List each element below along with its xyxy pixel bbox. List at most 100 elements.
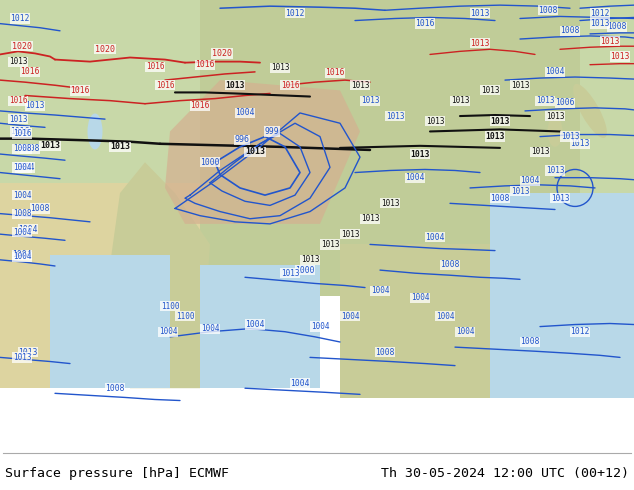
Text: 1013: 1013 bbox=[351, 81, 369, 90]
Text: 1008: 1008 bbox=[13, 209, 31, 218]
Text: 1008: 1008 bbox=[560, 26, 579, 35]
Text: 1013: 1013 bbox=[271, 63, 289, 73]
Text: 1013: 1013 bbox=[381, 199, 399, 208]
Text: Th 30-05-2024 12:00 UTC (00+12): Th 30-05-2024 12:00 UTC (00+12) bbox=[381, 466, 629, 480]
Text: 1008: 1008 bbox=[521, 338, 540, 346]
Text: 999: 999 bbox=[264, 127, 280, 136]
Text: 1013: 1013 bbox=[340, 230, 359, 239]
Text: 1008: 1008 bbox=[490, 194, 510, 203]
Text: 1004: 1004 bbox=[245, 320, 265, 329]
Text: 1013: 1013 bbox=[536, 96, 554, 105]
Text: 1000: 1000 bbox=[295, 266, 314, 274]
Text: 1004: 1004 bbox=[340, 312, 359, 321]
Text: 1004: 1004 bbox=[545, 68, 565, 76]
Text: 1013: 1013 bbox=[25, 101, 45, 110]
Text: 1004: 1004 bbox=[425, 233, 444, 242]
FancyBboxPatch shape bbox=[340, 245, 500, 398]
Text: 1013: 1013 bbox=[485, 132, 505, 141]
Text: 1013: 1013 bbox=[361, 96, 379, 105]
Text: 1008: 1008 bbox=[375, 348, 395, 357]
Text: 1006: 1006 bbox=[555, 98, 575, 107]
Text: 1008: 1008 bbox=[30, 204, 49, 213]
Text: 1004: 1004 bbox=[456, 327, 474, 336]
Text: 1016: 1016 bbox=[146, 62, 164, 71]
Text: 1016: 1016 bbox=[195, 60, 215, 69]
Text: 1004: 1004 bbox=[235, 108, 255, 118]
Polygon shape bbox=[110, 162, 210, 388]
Text: 1013: 1013 bbox=[560, 132, 579, 141]
Text: 1013: 1013 bbox=[570, 139, 590, 148]
Text: 1100: 1100 bbox=[161, 301, 179, 311]
Text: 1004: 1004 bbox=[436, 312, 454, 321]
Text: 1013: 1013 bbox=[481, 86, 499, 95]
Text: 1013: 1013 bbox=[590, 19, 610, 28]
Text: 1016: 1016 bbox=[9, 96, 27, 105]
FancyBboxPatch shape bbox=[200, 265, 320, 388]
Text: 1016: 1016 bbox=[13, 129, 31, 138]
Polygon shape bbox=[165, 80, 360, 224]
Text: 1013: 1013 bbox=[281, 269, 299, 278]
Text: 1012: 1012 bbox=[285, 9, 305, 18]
Text: 1013: 1013 bbox=[511, 81, 529, 90]
Text: 1013: 1013 bbox=[551, 194, 569, 203]
Text: 1008: 1008 bbox=[538, 6, 558, 15]
Text: 1004: 1004 bbox=[371, 286, 389, 295]
Text: 1013: 1013 bbox=[470, 39, 489, 48]
Text: 1004: 1004 bbox=[18, 224, 38, 234]
Text: 1013: 1013 bbox=[110, 143, 130, 151]
Text: Surface pressure [hPa] ECMWF: Surface pressure [hPa] ECMWF bbox=[5, 466, 229, 480]
Text: 1013: 1013 bbox=[9, 57, 27, 66]
FancyBboxPatch shape bbox=[0, 183, 200, 388]
FancyBboxPatch shape bbox=[0, 0, 634, 214]
Ellipse shape bbox=[548, 116, 562, 147]
Text: 1013: 1013 bbox=[18, 348, 38, 357]
Text: 1004: 1004 bbox=[13, 227, 31, 237]
Text: 1004: 1004 bbox=[411, 294, 429, 302]
Text: 1013: 1013 bbox=[225, 81, 245, 90]
Text: 1004: 1004 bbox=[158, 327, 178, 336]
FancyBboxPatch shape bbox=[50, 255, 170, 388]
Text: 1016: 1016 bbox=[325, 69, 345, 77]
Text: 1020: 1020 bbox=[95, 45, 115, 54]
Text: 1004: 1004 bbox=[521, 176, 540, 185]
Text: 1016: 1016 bbox=[20, 68, 40, 76]
Text: 1012: 1012 bbox=[570, 327, 590, 336]
Text: 1008: 1008 bbox=[105, 384, 125, 392]
Text: 1013: 1013 bbox=[511, 187, 529, 196]
Text: 1013: 1013 bbox=[361, 214, 379, 223]
Text: 1020: 1020 bbox=[12, 42, 32, 50]
Text: 1013: 1013 bbox=[410, 149, 430, 159]
Text: 1013: 1013 bbox=[546, 166, 564, 175]
Text: 1013: 1013 bbox=[451, 96, 469, 105]
Text: 1008: 1008 bbox=[607, 22, 627, 31]
FancyBboxPatch shape bbox=[200, 0, 580, 296]
Text: 1000: 1000 bbox=[200, 158, 220, 167]
Text: 1013: 1013 bbox=[470, 9, 489, 18]
Text: 1008: 1008 bbox=[440, 261, 460, 270]
Ellipse shape bbox=[573, 84, 607, 138]
Text: 1013: 1013 bbox=[490, 117, 510, 125]
Text: 1013: 1013 bbox=[9, 115, 27, 123]
Text: 1016: 1016 bbox=[10, 127, 30, 136]
Text: 1004: 1004 bbox=[290, 379, 310, 388]
Text: 1013: 1013 bbox=[13, 353, 31, 362]
Text: 1013: 1013 bbox=[245, 147, 265, 156]
Text: 1004: 1004 bbox=[15, 163, 35, 172]
Text: 1013: 1013 bbox=[600, 37, 620, 46]
Text: 1008: 1008 bbox=[13, 145, 31, 153]
Text: 1016: 1016 bbox=[156, 81, 174, 90]
Text: 996: 996 bbox=[235, 135, 250, 144]
Text: 1012: 1012 bbox=[10, 14, 30, 23]
Text: 1013: 1013 bbox=[426, 117, 444, 125]
Text: 1100: 1100 bbox=[176, 312, 194, 321]
Text: 1004: 1004 bbox=[201, 324, 219, 333]
Text: 1008: 1008 bbox=[20, 145, 40, 153]
Text: 1013: 1013 bbox=[301, 255, 320, 264]
Text: 1004: 1004 bbox=[405, 173, 425, 182]
Text: 1013: 1013 bbox=[321, 240, 339, 249]
Text: 1004: 1004 bbox=[13, 252, 31, 261]
Text: 1004: 1004 bbox=[311, 322, 329, 331]
Text: 1020: 1020 bbox=[212, 49, 232, 58]
Text: 1013: 1013 bbox=[385, 112, 404, 121]
FancyBboxPatch shape bbox=[490, 193, 634, 398]
